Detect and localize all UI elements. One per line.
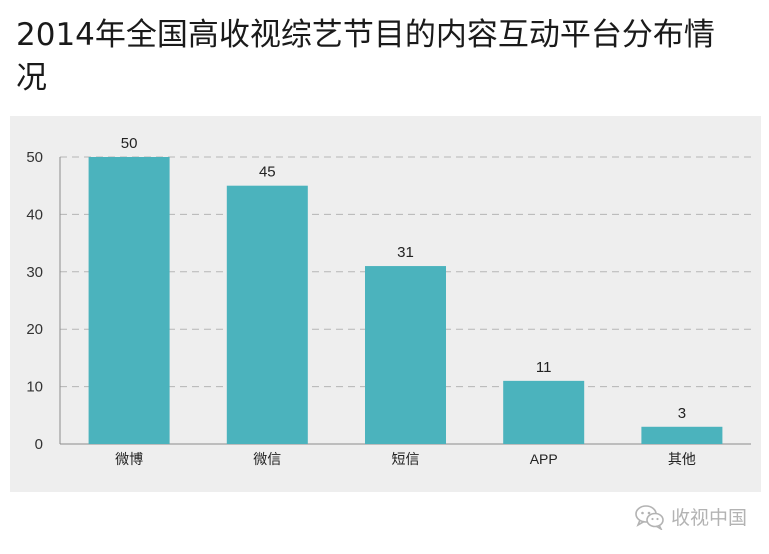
y-tick-label: 20 — [26, 321, 43, 338]
chart-title: 2014年全国高收视综艺节目的内容互动平台分布情况 — [16, 17, 715, 96]
y-tick-label: 30 — [26, 264, 43, 281]
data-label: 31 — [397, 244, 414, 261]
y-tick-label: 40 — [26, 206, 43, 223]
chart-panel: 0 10 20 30 40 50 50 微博 45 微信 31 短信 11 APP 3 其他 — [10, 116, 761, 492]
bar — [365, 266, 446, 444]
bar — [503, 380, 585, 444]
data-label: 45 — [259, 164, 276, 181]
x-tick-label: APP — [530, 451, 558, 467]
bar-chart: 0 10 20 30 40 50 50 微博 45 微信 31 短信 11 APP 3 其他 — [26, 135, 751, 467]
y-tick-label: 10 — [26, 379, 43, 396]
x-tick-label: 微博 — [115, 451, 143, 467]
bar — [88, 157, 170, 444]
y-tick-label: 0 — [35, 436, 43, 453]
watermark: 收视中国 — [635, 503, 747, 530]
x-tick-label: 微信 — [253, 451, 281, 467]
data-label: 50 — [121, 135, 138, 152]
x-tick-label: 短信 — [392, 451, 420, 467]
bar — [226, 185, 308, 444]
y-tick-label: 50 — [26, 149, 43, 166]
x-tick-label: 其他 — [668, 451, 696, 467]
watermark-text: 收视中国 — [670, 507, 747, 529]
data-label: 11 — [536, 359, 552, 376]
bar — [641, 426, 723, 444]
wechat-icon — [635, 504, 664, 530]
data-label: 3 — [678, 405, 686, 422]
